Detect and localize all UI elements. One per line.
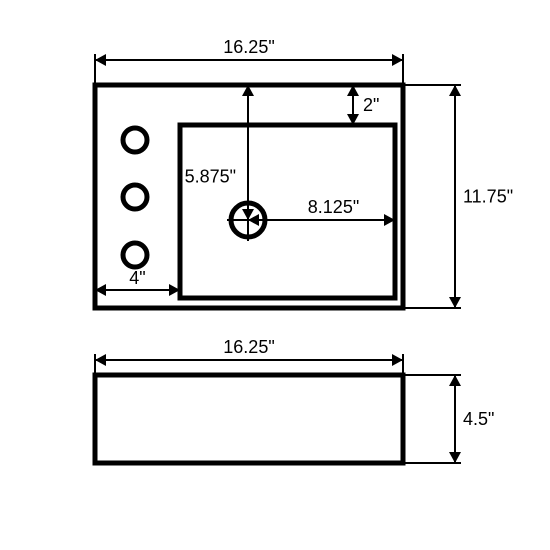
- technical-drawing: 16.25" 11.75" 2" 5.875" 8.125" 4" 16.25" 4.5": [0, 0, 550, 550]
- front-outer-rect: [95, 375, 403, 463]
- dim-front-width: 16.25": [223, 337, 274, 357]
- dim-faucet-offset: 4": [129, 268, 145, 288]
- faucet-hole-2: [123, 243, 147, 267]
- dim-drain-right: 8.125": [308, 197, 359, 217]
- dim-top-width: 16.25": [223, 37, 274, 57]
- dim-drain-top: 5.875": [185, 167, 236, 187]
- faucet-hole-0: [123, 128, 147, 152]
- dim-top-height: 11.75": [463, 187, 513, 207]
- dim-inner-offset: 2": [363, 95, 379, 115]
- dim-front-height: 4.5": [463, 409, 494, 429]
- top-inner-rect: [180, 125, 395, 298]
- faucet-hole-1: [123, 185, 147, 209]
